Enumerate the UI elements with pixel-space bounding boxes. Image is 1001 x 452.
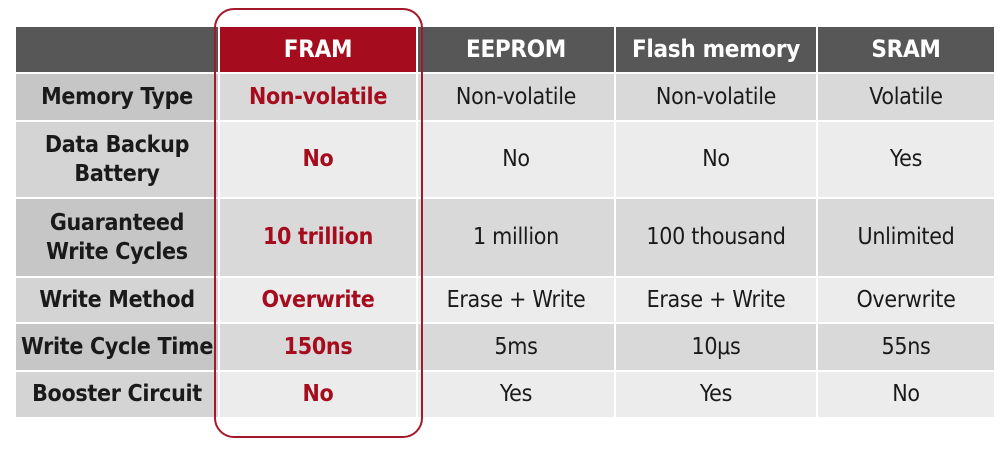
table-cell: No xyxy=(616,122,816,197)
column-header xyxy=(16,27,218,72)
row-label: Data Backup Battery xyxy=(16,122,218,197)
table-cell: Non-volatile xyxy=(418,74,614,120)
table-cell: Unlimited xyxy=(818,199,994,276)
table-cell: 10μs xyxy=(616,324,816,370)
table-cell: Volatile xyxy=(818,74,994,120)
table-cell: Overwrite xyxy=(818,278,994,322)
table-cell: Erase + Write xyxy=(616,278,816,322)
table-cell: 150ns xyxy=(220,324,416,370)
column-header: Flash memory xyxy=(616,27,816,72)
column-header: SRAM xyxy=(818,27,994,72)
table-cell: Yes xyxy=(418,372,614,417)
table-cell: 1 million xyxy=(418,199,614,276)
table-cell: 5ms xyxy=(418,324,614,370)
table-cell: 100 thousand xyxy=(616,199,816,276)
table-cell: No xyxy=(818,372,994,417)
table-cell: Non-volatile xyxy=(616,74,816,120)
table-cell: No xyxy=(418,122,614,197)
row-label: Write Cycle Time xyxy=(16,324,218,370)
row-label: Booster Circuit xyxy=(16,372,218,417)
row-label: Guaranteed Write Cycles xyxy=(16,199,218,276)
table-cell: No xyxy=(220,122,416,197)
table-cell: No xyxy=(220,372,416,417)
row-label: Memory Type xyxy=(16,74,218,120)
comparison-table: FRAM EEPROM Flash memory SRAM Memory Type Non… xyxy=(16,27,996,417)
table-cell: Yes xyxy=(616,372,816,417)
table-cell: 10 trillion xyxy=(220,199,416,276)
table-cell: Erase + Write xyxy=(418,278,614,322)
column-header: EEPROM xyxy=(418,27,614,72)
table-cell: Overwrite xyxy=(220,278,416,322)
table-cell: 55ns xyxy=(818,324,994,370)
column-header: FRAM xyxy=(220,27,416,72)
row-label: Write Method xyxy=(16,278,218,322)
table-cell: Yes xyxy=(818,122,994,197)
table-cell: Non-volatile xyxy=(220,74,416,120)
